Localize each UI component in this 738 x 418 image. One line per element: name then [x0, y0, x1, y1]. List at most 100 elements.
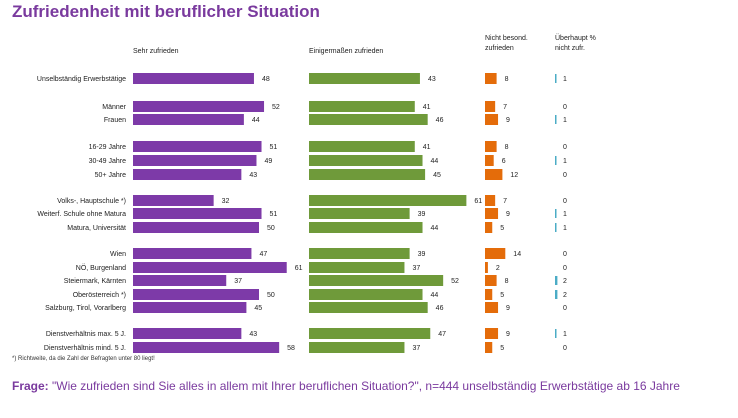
category-label: Volks-, Hauptschule *): [57, 198, 126, 205]
category-label: Dienstverhältnis mind. 5 J.: [44, 345, 126, 352]
category-label: Wien: [110, 251, 126, 258]
bar-series-4: [555, 290, 558, 299]
bar-series-3: [485, 169, 503, 180]
bar-series-3: [485, 328, 499, 339]
bar-series-1: [133, 195, 214, 206]
value-label-series-4: 1: [563, 225, 567, 232]
bar-series-1: [133, 73, 254, 84]
value-label-series-2: 47: [438, 331, 446, 338]
bar-series-1: [133, 114, 244, 125]
value-label-series-4: 1: [563, 117, 567, 124]
bar-series-3: [485, 262, 488, 273]
category-label: NÖ, Burgenland: [76, 264, 126, 272]
bar-series-2: [309, 155, 423, 166]
question-text: "Wie zufrieden sind Sie alles in allem m…: [52, 379, 680, 393]
bar-series-1: [133, 169, 242, 180]
value-label-series-1: 50: [267, 292, 275, 299]
value-label-series-4: 1: [563, 331, 567, 338]
value-label-series-1: 45: [254, 305, 262, 312]
bar-series-1: [133, 101, 265, 112]
category-label: Männer: [102, 104, 126, 111]
bar-series-1: [133, 208, 262, 219]
value-label-series-2: 44: [431, 292, 439, 299]
bar-series-2: [309, 262, 405, 273]
value-label-series-4: 0: [563, 144, 567, 151]
value-label-series-1: 58: [287, 345, 295, 352]
value-label-series-2: 45: [433, 172, 441, 179]
category-label: Frauen: [104, 117, 126, 124]
bar-series-2: [309, 275, 444, 286]
bar-series-2: [309, 328, 431, 339]
value-label-series-3: 8: [505, 144, 509, 151]
value-label-series-3: 8: [505, 278, 509, 285]
series-header-2: Einigermaßen zufrieden: [309, 48, 383, 55]
value-label-series-1: 47: [259, 251, 267, 258]
bar-series-1: [133, 289, 259, 300]
bar-series-1: [133, 248, 252, 259]
value-label-series-1: 37: [234, 278, 242, 285]
value-label-series-4: 0: [563, 104, 567, 111]
category-label: Unselbständig Erwerbstätige: [37, 76, 126, 83]
bar-series-1: [133, 302, 247, 313]
bar-series-3: [485, 195, 496, 206]
category-label: Weiterf. Schule ohne Matura: [37, 211, 126, 218]
category-label: Oberösterreich *): [73, 292, 126, 299]
bar-series-4: [555, 329, 557, 338]
value-label-series-3: 5: [500, 345, 504, 352]
chart-title: Zufriedenheit mit beruflicher Situation: [12, 2, 320, 21]
bar-series-3: [485, 289, 493, 300]
value-label-series-2: 44: [431, 225, 439, 232]
value-label-series-1: 32: [222, 198, 230, 205]
bar-series-4: [555, 209, 557, 218]
value-label-series-1: 50: [267, 225, 275, 232]
category-label: Matura, Universität: [67, 225, 126, 232]
category-label: 50+ Jahre: [95, 172, 126, 179]
bar-series-2: [309, 222, 423, 233]
bar-series-2: [309, 141, 415, 152]
value-label-series-2: 44: [431, 158, 439, 165]
value-label-series-4: 0: [563, 198, 567, 205]
value-label-series-2: 41: [423, 104, 431, 111]
bar-series-2: [309, 248, 410, 259]
value-label-series-3: 6: [502, 158, 506, 165]
value-label-series-4: 0: [563, 172, 567, 179]
bar-series-4: [555, 156, 557, 165]
bar-series-4: [555, 223, 557, 232]
bar-series-3: [485, 208, 499, 219]
category-label: 16-29 Jahre: [89, 144, 126, 151]
bar-series-1: [133, 275, 227, 286]
value-label-series-2: 43: [428, 76, 436, 83]
value-label-series-3: 7: [503, 104, 507, 111]
value-label-series-2: 41: [423, 144, 431, 151]
value-label-series-1: 44: [252, 117, 260, 124]
bar-series-1: [133, 155, 257, 166]
value-label-series-4: 2: [563, 278, 567, 285]
bar-series-1: [133, 262, 287, 273]
bar-series-2: [309, 208, 410, 219]
value-label-series-1: 49: [264, 158, 272, 165]
value-label-series-3: 5: [500, 225, 504, 232]
value-label-series-2: 39: [418, 211, 426, 218]
category-label: Dienstverhältnis max. 5 J.: [46, 331, 126, 338]
value-label-series-3: 12: [510, 172, 518, 179]
series-header-4: Überhaupt %: [555, 34, 596, 42]
value-label-series-1: 51: [270, 144, 278, 151]
value-label-series-3: 7: [503, 198, 507, 205]
value-label-series-2: 37: [412, 345, 420, 352]
value-label-series-3: 9: [506, 305, 510, 312]
bar-series-2: [309, 73, 420, 84]
value-label-series-3: 9: [506, 117, 510, 124]
bar-series-1: [133, 141, 262, 152]
bar-series-2: [309, 101, 415, 112]
value-label-series-2: 37: [412, 265, 420, 272]
bar-series-3: [485, 114, 499, 125]
value-label-series-4: 2: [563, 292, 567, 299]
value-label-series-4: 0: [563, 305, 567, 312]
value-label-series-3: 8: [505, 76, 509, 83]
bar-series-3: [485, 302, 499, 313]
value-label-series-4: 0: [563, 251, 567, 258]
value-label-series-3: 9: [506, 211, 510, 218]
series-header-1: Sehr zufrieden: [133, 48, 179, 55]
bar-series-3: [485, 222, 493, 233]
footnote: *) Richtweite, da die Zahl der Befragten…: [12, 356, 155, 362]
